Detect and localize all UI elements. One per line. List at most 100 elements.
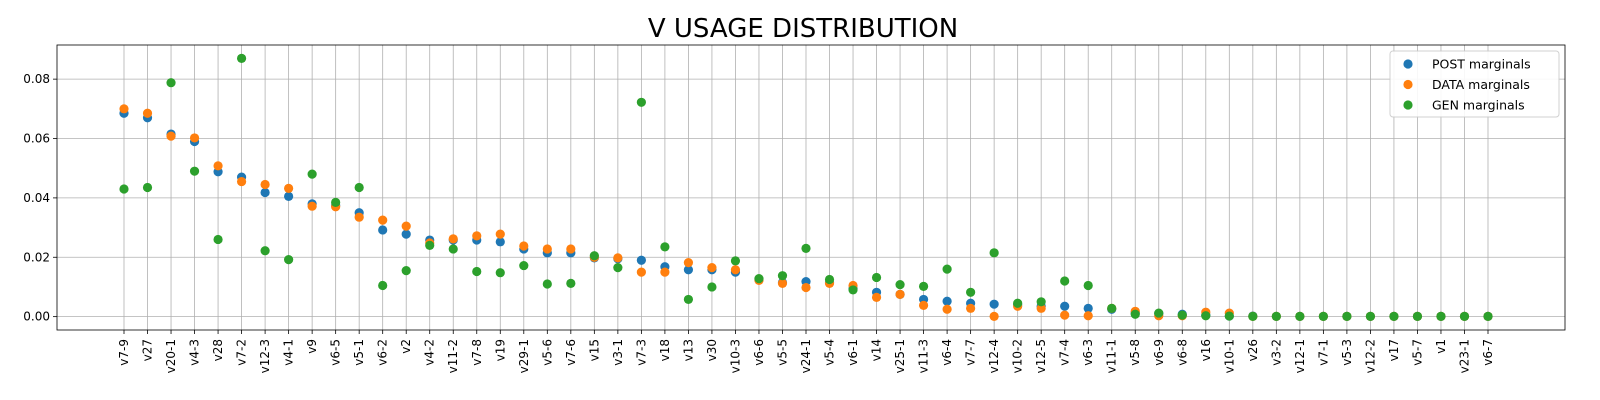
data-point [942,304,952,314]
data-point [1271,311,1281,321]
x-tick-label: v9 [305,339,319,354]
data-point [519,260,529,271]
data-point [1436,311,1446,321]
data-point [119,104,129,114]
data-point [1013,298,1023,308]
data-point [1318,311,1328,321]
series-gen-marginals [119,53,1493,321]
x-tick-label: v14 [870,339,884,361]
data-point [1389,311,1399,321]
x-tick-label: v7-2 [235,339,249,366]
data-point [284,183,294,193]
x-tick-label: v12-4 [987,339,1001,373]
x-tick-label: v2 [399,339,413,354]
data-point [801,282,811,293]
x-tick-label: v7-8 [470,339,484,366]
x-tick-label: v4-1 [282,339,296,366]
x-axis-ticks: v7-9 v27 v20-1 v4-3 v28 v7-2 v12-3 v4-1 v9 v6-5 v5… [117,330,1495,373]
data-point [401,221,411,231]
x-tick-label: v12-2 [1363,339,1377,373]
data-point [1083,311,1093,321]
data-point [495,229,505,239]
data-point [284,191,294,202]
y-tick-label: 0.04 [23,191,50,205]
data-point [730,256,741,266]
data-point [1083,303,1093,313]
data-point [1130,309,1140,319]
data-point [660,242,670,252]
x-tick-label: v6-8 [1175,339,1189,366]
x-tick-label: v3-1 [611,339,625,366]
data-point [284,255,294,265]
x-tick-label: v7-4 [1058,339,1072,366]
plot-frame [56,44,1566,331]
x-tick-label: v15 [587,339,601,361]
y-tick-label: 0.06 [23,132,50,146]
data-point [448,244,458,254]
legend-marker [1403,79,1413,90]
data-point [307,201,317,211]
data-point [260,179,270,190]
x-tick-label: v29-1 [517,339,531,373]
x-tick-label: v5-5 [775,339,789,366]
data-point [142,182,153,193]
data-point [730,265,741,275]
x-tick-label: v26 [1246,339,1260,361]
data-point [660,267,670,277]
data-point [260,246,270,256]
x-tick-label: v7-1 [1316,339,1330,366]
legend-label: GEN marginals [1432,98,1525,113]
data-point [1060,301,1070,311]
data-point [1177,310,1187,320]
grid-lines [57,45,1565,330]
data-point [1365,311,1376,321]
x-tick-label: v5-8 [1128,339,1142,366]
data-point [1412,311,1423,321]
data-point [213,234,223,245]
x-tick-label: v7-3 [634,339,648,366]
data-point [495,237,505,247]
x-tick-label: v6-3 [1081,339,1095,366]
data-point [1154,308,1164,318]
data-point [1295,311,1305,321]
x-tick-label: v6-7 [1481,339,1495,366]
chart-title: V USAGE DISTRIBUTION [648,14,958,44]
data-point [636,267,646,277]
data-point [566,278,576,288]
data-point [777,278,788,288]
x-tick-label: v11-2 [446,339,460,373]
data-point [918,300,929,310]
data-point [1224,311,1234,321]
legend-label: DATA marginals [1432,77,1530,92]
data-point [1083,280,1093,291]
x-tick-label: v5-6 [540,339,554,366]
data-point [589,251,599,261]
x-tick-label: v5-1 [352,339,366,366]
data-point [401,266,411,276]
data-point [683,294,694,305]
data-point [307,169,317,179]
data-point [495,268,505,278]
y-tick-label: 0.00 [23,310,50,324]
legend-marker [1403,59,1413,69]
data-point [1107,303,1117,313]
x-tick-label: v11-1 [1105,339,1119,373]
data-point [142,108,153,118]
x-tick-label: v6-4 [940,339,954,366]
data-point [354,212,364,222]
data-point [236,176,247,187]
data-point [777,271,788,281]
legend-marker [1403,100,1413,110]
x-tick-label: v6-1 [846,339,860,366]
x-tick-label: v11-3 [917,339,931,373]
data-point [1036,303,1046,313]
x-tick-label: v16 [1199,339,1213,361]
data-point [331,197,341,207]
data-point [942,264,952,274]
data-point [566,244,576,254]
data-point [1342,311,1352,321]
data-point [1248,311,1258,321]
data-point [636,255,646,265]
